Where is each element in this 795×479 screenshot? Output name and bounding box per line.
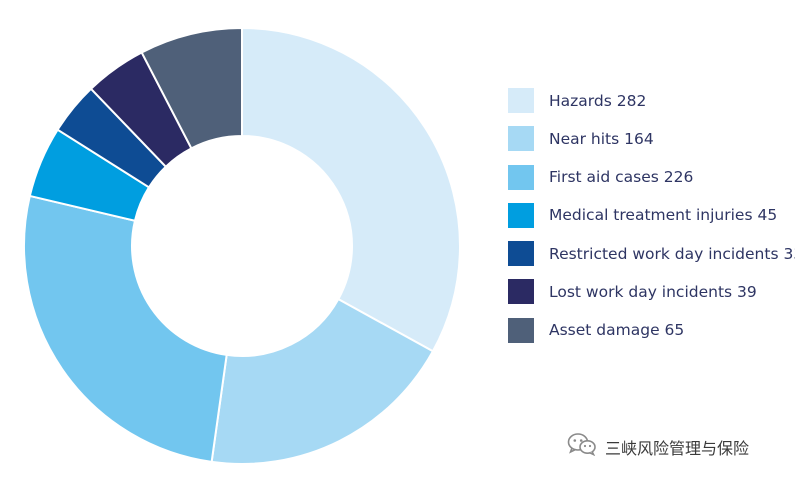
legend-item-lost-work-day-incidents: Lost work day incidents 39 — [508, 279, 795, 305]
slice-asset-damage — [140, 26, 243, 150]
slice-hazards — [241, 26, 461, 353]
legend-label: Lost work day incidents 39 — [549, 282, 757, 301]
legend-label: Near hits 164 — [549, 129, 654, 148]
legend-item-medical-treatment-injuries: Medical treatment injuries 45 — [508, 202, 795, 228]
legend-label: First aid cases 226 — [549, 168, 694, 187]
legend-item-hazards: Hazards 282 — [508, 88, 795, 113]
legend-item-near-hits: Near hits 164 — [508, 126, 795, 152]
legend-swatch — [508, 202, 534, 228]
legend-label: Asset damage 65 — [549, 321, 685, 340]
slice-near-hits — [210, 297, 435, 465]
watermark: 三峡风险管理与保险 — [567, 432, 749, 461]
slice-first-aid-cases — [23, 194, 228, 464]
legend-item-asset-damage: Asset damage 65 — [508, 317, 795, 343]
watermark-text: 三峡风险管理与保险 — [605, 438, 750, 458]
legend-swatch — [508, 164, 534, 190]
legend-label: Hazards 282 — [549, 91, 647, 110]
legend-label: Restricted work day incidents 33 — [549, 244, 795, 263]
legend-item-first-aid-cases: First aid cases 226 — [508, 164, 795, 190]
legend-swatch — [508, 126, 534, 152]
legend-swatch — [508, 279, 534, 305]
legend-swatch — [508, 241, 534, 267]
legend: Hazards 282 Near hits 164 First aid case… — [508, 88, 795, 356]
legend-swatch — [508, 317, 534, 343]
legend-label: Medical treatment injuries 45 — [549, 206, 778, 225]
wechat-icon — [567, 432, 597, 461]
legend-item-restricted-work-day-incidents: Restricted work day incidents 33 — [508, 241, 795, 267]
legend-swatch — [508, 88, 534, 113]
